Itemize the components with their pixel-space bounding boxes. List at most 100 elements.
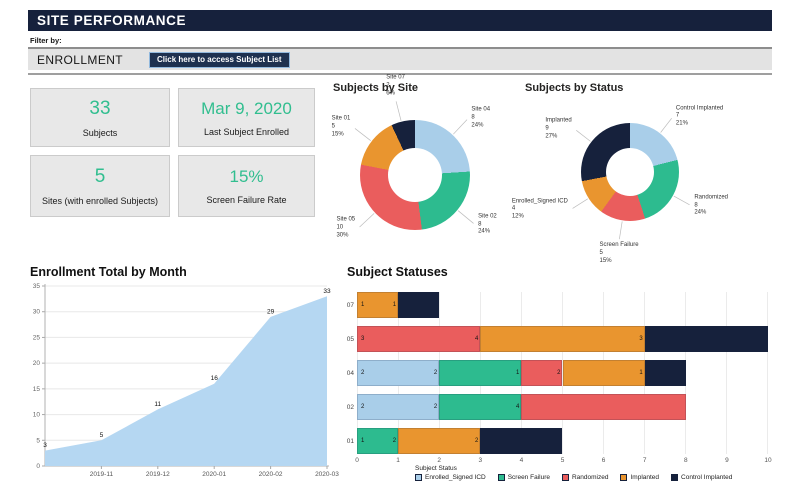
page-title: SITE PERFORMANCE — [37, 13, 187, 28]
bar-segment[interactable] — [398, 428, 481, 454]
chart-title-subjects-by-site: Subjects by Site — [333, 82, 418, 94]
chart-title-subject-statuses: Subject Statuses — [347, 265, 448, 279]
legend-item-orange[interactable]: Implanted — [620, 474, 659, 481]
bar-segment-label: 3 — [361, 336, 365, 342]
donut-slice-label: Site 02 8 24% — [478, 213, 497, 235]
bar-x-tick-label: 4 — [519, 457, 524, 464]
enrollment-section-title: ENROLLMENT — [37, 52, 124, 67]
bar-x-tick-label: 9 — [725, 457, 729, 464]
legend-item-label: Control Implanted — [681, 474, 733, 481]
bar-segment-label: 2 — [474, 438, 479, 444]
bar-segment-label: 2 — [392, 438, 397, 444]
bar-x-tick-label: 0 — [355, 457, 359, 464]
kpi-label-sites: Sites (with enrolled Subjects) — [41, 196, 159, 206]
bar-chart-legend: Subject Status Enrolled_Signed ICD Screen… — [415, 465, 732, 481]
bar-segment-label: 1 — [516, 370, 520, 376]
kpi-label-subjects: Subjects — [82, 127, 118, 138]
y-tick-label: 10 — [33, 412, 41, 419]
bar-segment-label: 4 — [474, 336, 479, 342]
bar-row-site-05: 05 3 4 3 — [345, 326, 768, 352]
y-tick-label: 5 — [36, 437, 40, 444]
donut-slice-label: Site 01 5 15% — [331, 115, 351, 138]
bar-segment[interactable] — [521, 360, 563, 386]
donut-slice-label: Implanted 9 27% — [545, 117, 572, 139]
donut-slice-label: Site 05 10 30% — [336, 216, 356, 239]
x-tick-label: 2019-12 — [146, 471, 170, 478]
kpi-card-subjects: 33 Subjects — [30, 88, 170, 147]
bar-segment-label: 1 — [639, 370, 643, 376]
legend-item-label: Enrolled_Signed ICD — [425, 474, 486, 481]
bar-segment[interactable] — [398, 292, 440, 318]
bar-category-label: 04 — [346, 369, 354, 377]
bar-segment[interactable] — [357, 326, 481, 352]
legend-item-red[interactable]: Randomized — [561, 474, 609, 481]
legend-swatch-icon — [561, 474, 569, 481]
bar-segment[interactable] — [644, 360, 686, 386]
legend-item-label: Screen Failure — [507, 474, 550, 481]
page-title-bar: SITE PERFORMANCE — [28, 10, 772, 31]
legend-item-teal[interactable]: Screen Failure — [497, 474, 550, 481]
legend-item-lightblue[interactable]: Enrolled_Signed ICD — [415, 474, 486, 481]
bar-segment-label: 2 — [557, 370, 561, 376]
bar-segment[interactable] — [480, 428, 563, 454]
bar-segment[interactable] — [357, 428, 399, 454]
chart-title-enrollment-by-month: Enrollment Total by Month — [30, 265, 187, 279]
bar-x-tick-label: 1 — [396, 457, 400, 464]
bar-segment-label: 1 — [392, 302, 397, 308]
area-data-label: 29 — [267, 308, 275, 315]
donut-slice-label: Site 07 2 6% — [386, 75, 405, 97]
bar-x-tick-label: 8 — [683, 457, 688, 464]
y-tick-label: 15 — [33, 386, 41, 393]
kpi-card-screen-failure: 15% Screen Failure Rate — [178, 155, 315, 217]
legend-item-label: Randomized — [571, 474, 609, 481]
bar-x-tick-label: 3 — [478, 457, 483, 464]
enrollment-by-month-chart: Enrollment Total by Month 0 5 10 15 20 25 30 35… — [28, 265, 346, 497]
bar-segment[interactable] — [357, 292, 399, 318]
bar-row-site-01: 01 1 2 2 — [345, 428, 768, 454]
subjects-by-status-chart: Subjects by Status Control Implanted 7 21%… — [512, 80, 728, 264]
bar-segment[interactable] — [439, 394, 522, 420]
donut-hole — [388, 148, 442, 202]
donut-slice-label: Randomized 8 24% — [694, 194, 729, 216]
bar-category-label: 01 — [346, 437, 354, 445]
legend-swatch-icon — [497, 474, 505, 481]
y-tick-label: 0 — [36, 463, 40, 470]
kpi-card-last-enrolled: Mar 9, 2020 Last Subject Enrolled — [178, 88, 315, 147]
bar-segment[interactable] — [357, 394, 440, 420]
area-data-label: 5 — [100, 432, 104, 439]
legend-title: Subject Status — [415, 465, 457, 472]
donut-slice-label: Control Implanted 7 21% — [675, 104, 724, 127]
bar-segment-label: 1 — [361, 438, 365, 444]
area-data-label: 11 — [154, 401, 161, 408]
donut-slice-label: Enrolled_Signed ICD 4 12% — [511, 197, 568, 220]
bar-row-site-02: 02 2 2 4 — [345, 394, 768, 420]
bar-x-tick-label: 2 — [437, 457, 441, 464]
legend-item-label: Implanted — [630, 474, 660, 481]
bar-row-site-07: 07 1 1 — [345, 292, 768, 318]
bar-segment-label: 1 — [361, 302, 365, 308]
donut-slice-label: Screen Failure 5 15% — [599, 242, 639, 264]
enrollment-section-header: ENROLLMENT Click here to access Subject … — [28, 47, 772, 70]
bar-x-tick-label: 7 — [642, 457, 647, 464]
bar-segment[interactable] — [562, 360, 645, 386]
bar-x-tick-label: 6 — [601, 457, 606, 464]
x-tick-label: 2020-02 — [259, 471, 283, 478]
subject-list-button[interactable]: Click here to access Subject List — [149, 51, 290, 68]
bar-segment[interactable] — [439, 360, 522, 386]
bar-segment-label: 2 — [433, 404, 438, 410]
bar-segment[interactable] — [357, 360, 440, 386]
bar-segment[interactable] — [480, 326, 645, 352]
kpi-card-sites: 5 Sites (with enrolled Subjects) — [30, 155, 170, 217]
legend-item-navy[interactable]: Control Implanted — [671, 474, 732, 481]
area-series[interactable] — [45, 296, 327, 466]
bar-category-label: 02 — [346, 403, 354, 411]
bar-track: 3 4 3 — [357, 326, 768, 352]
area-data-label: 16 — [211, 375, 219, 382]
kpi-value-screen-failure: 15% — [229, 167, 264, 186]
kpi-value-last-enrolled: Mar 9, 2020 — [201, 98, 292, 118]
bar-x-tick-label: 5 — [560, 457, 565, 464]
bar-segment[interactable] — [644, 326, 768, 352]
bar-segment[interactable] — [521, 394, 686, 420]
